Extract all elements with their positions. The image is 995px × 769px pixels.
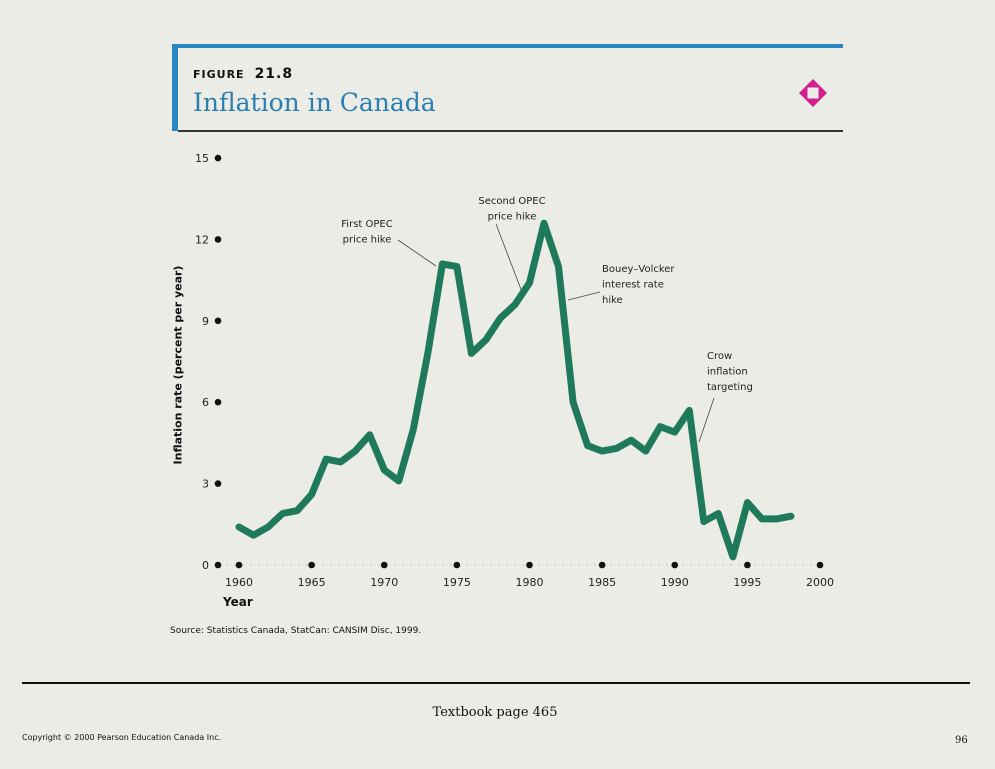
diamond-icon xyxy=(798,78,828,112)
x-tick-dot xyxy=(453,561,461,569)
y-tick-dot xyxy=(214,154,222,162)
x-tick-label: 1985 xyxy=(588,576,616,589)
x-tick-label: 1975 xyxy=(443,576,471,589)
y-tick-dot xyxy=(214,236,222,243)
annotation-text: First OPEC xyxy=(341,219,392,230)
annotation-text: Second OPEC xyxy=(478,196,545,207)
annotation-text: price hike xyxy=(488,212,537,223)
x-tick-label: 2000 xyxy=(806,576,834,589)
x-tick-dot xyxy=(744,561,751,569)
annotation-leader xyxy=(567,291,601,301)
source-note: Source: Statistics Canada, StatCan: CANS… xyxy=(170,626,422,636)
header-left-bar xyxy=(172,44,178,131)
y-axis-label: Inflation rate (percent per year) xyxy=(171,265,185,465)
y-tick-dot xyxy=(214,480,222,487)
x-tick-label: 1990 xyxy=(661,576,689,589)
x-tick-dot xyxy=(380,561,388,569)
x-tick-label: 1995 xyxy=(733,576,761,589)
y-tick-label: 0 xyxy=(202,559,209,572)
x-tick-dot xyxy=(308,561,315,569)
x-tick-label: 1965 xyxy=(298,576,326,589)
annotation-text: Bouey–Volcker xyxy=(602,264,675,275)
figure-number: 21.8 xyxy=(254,66,294,82)
figure-label-text: FIGURE xyxy=(193,68,245,81)
annotation-text: inflation xyxy=(707,367,748,378)
y-tick-label: 12 xyxy=(195,233,209,246)
annotation: Second OPEC price hike xyxy=(478,196,546,293)
copyright: Copyright © 2000 Pearson Education Canad… xyxy=(22,733,222,742)
page-number: 96 xyxy=(955,735,968,746)
y-tick-dot xyxy=(214,561,222,569)
annotation-text: interest rate xyxy=(602,280,664,291)
annotation-text: price hike xyxy=(343,235,392,246)
annotation-leader xyxy=(495,223,523,293)
x-axis-label: Year xyxy=(223,595,253,609)
footer-rule xyxy=(22,682,970,684)
annotation-leader xyxy=(397,239,437,267)
annotation-text: hike xyxy=(602,295,623,306)
x-tick-label: 1970 xyxy=(370,576,398,589)
x-tick-dot xyxy=(671,561,679,569)
annotation-leader xyxy=(698,397,715,443)
annotation-text: targeting xyxy=(707,382,753,393)
inflation-line xyxy=(235,219,795,561)
x-tick-dot xyxy=(526,561,533,569)
y-tick-label: 9 xyxy=(202,315,209,328)
header-rule xyxy=(178,130,843,132)
y-tick-label: 3 xyxy=(202,478,209,491)
y-tick-dot xyxy=(214,398,222,406)
annotation: Bouey–Volcker interest rate hike xyxy=(567,264,675,306)
x-tick-label: 1960 xyxy=(225,576,253,589)
page-title: Inflation in Canada xyxy=(193,88,436,117)
y-tick-dot xyxy=(214,317,222,325)
x-tick-dot xyxy=(816,561,824,569)
x-tick-label: 1980 xyxy=(516,576,544,589)
y-tick-label: 6 xyxy=(202,396,209,409)
y-tick-label: 15 xyxy=(195,152,209,165)
annotation: Crow inflation targeting xyxy=(698,351,753,443)
annotation-text: Crow xyxy=(707,351,732,362)
textbook-page-ref: Textbook page 465 xyxy=(432,705,558,720)
x-tick-dot xyxy=(598,561,606,569)
annotation: First OPEC price hike xyxy=(341,219,437,267)
figure-label: FIGURE 21.8 xyxy=(193,66,293,82)
header-top-bar xyxy=(172,44,843,48)
x-tick-dot xyxy=(235,561,243,569)
